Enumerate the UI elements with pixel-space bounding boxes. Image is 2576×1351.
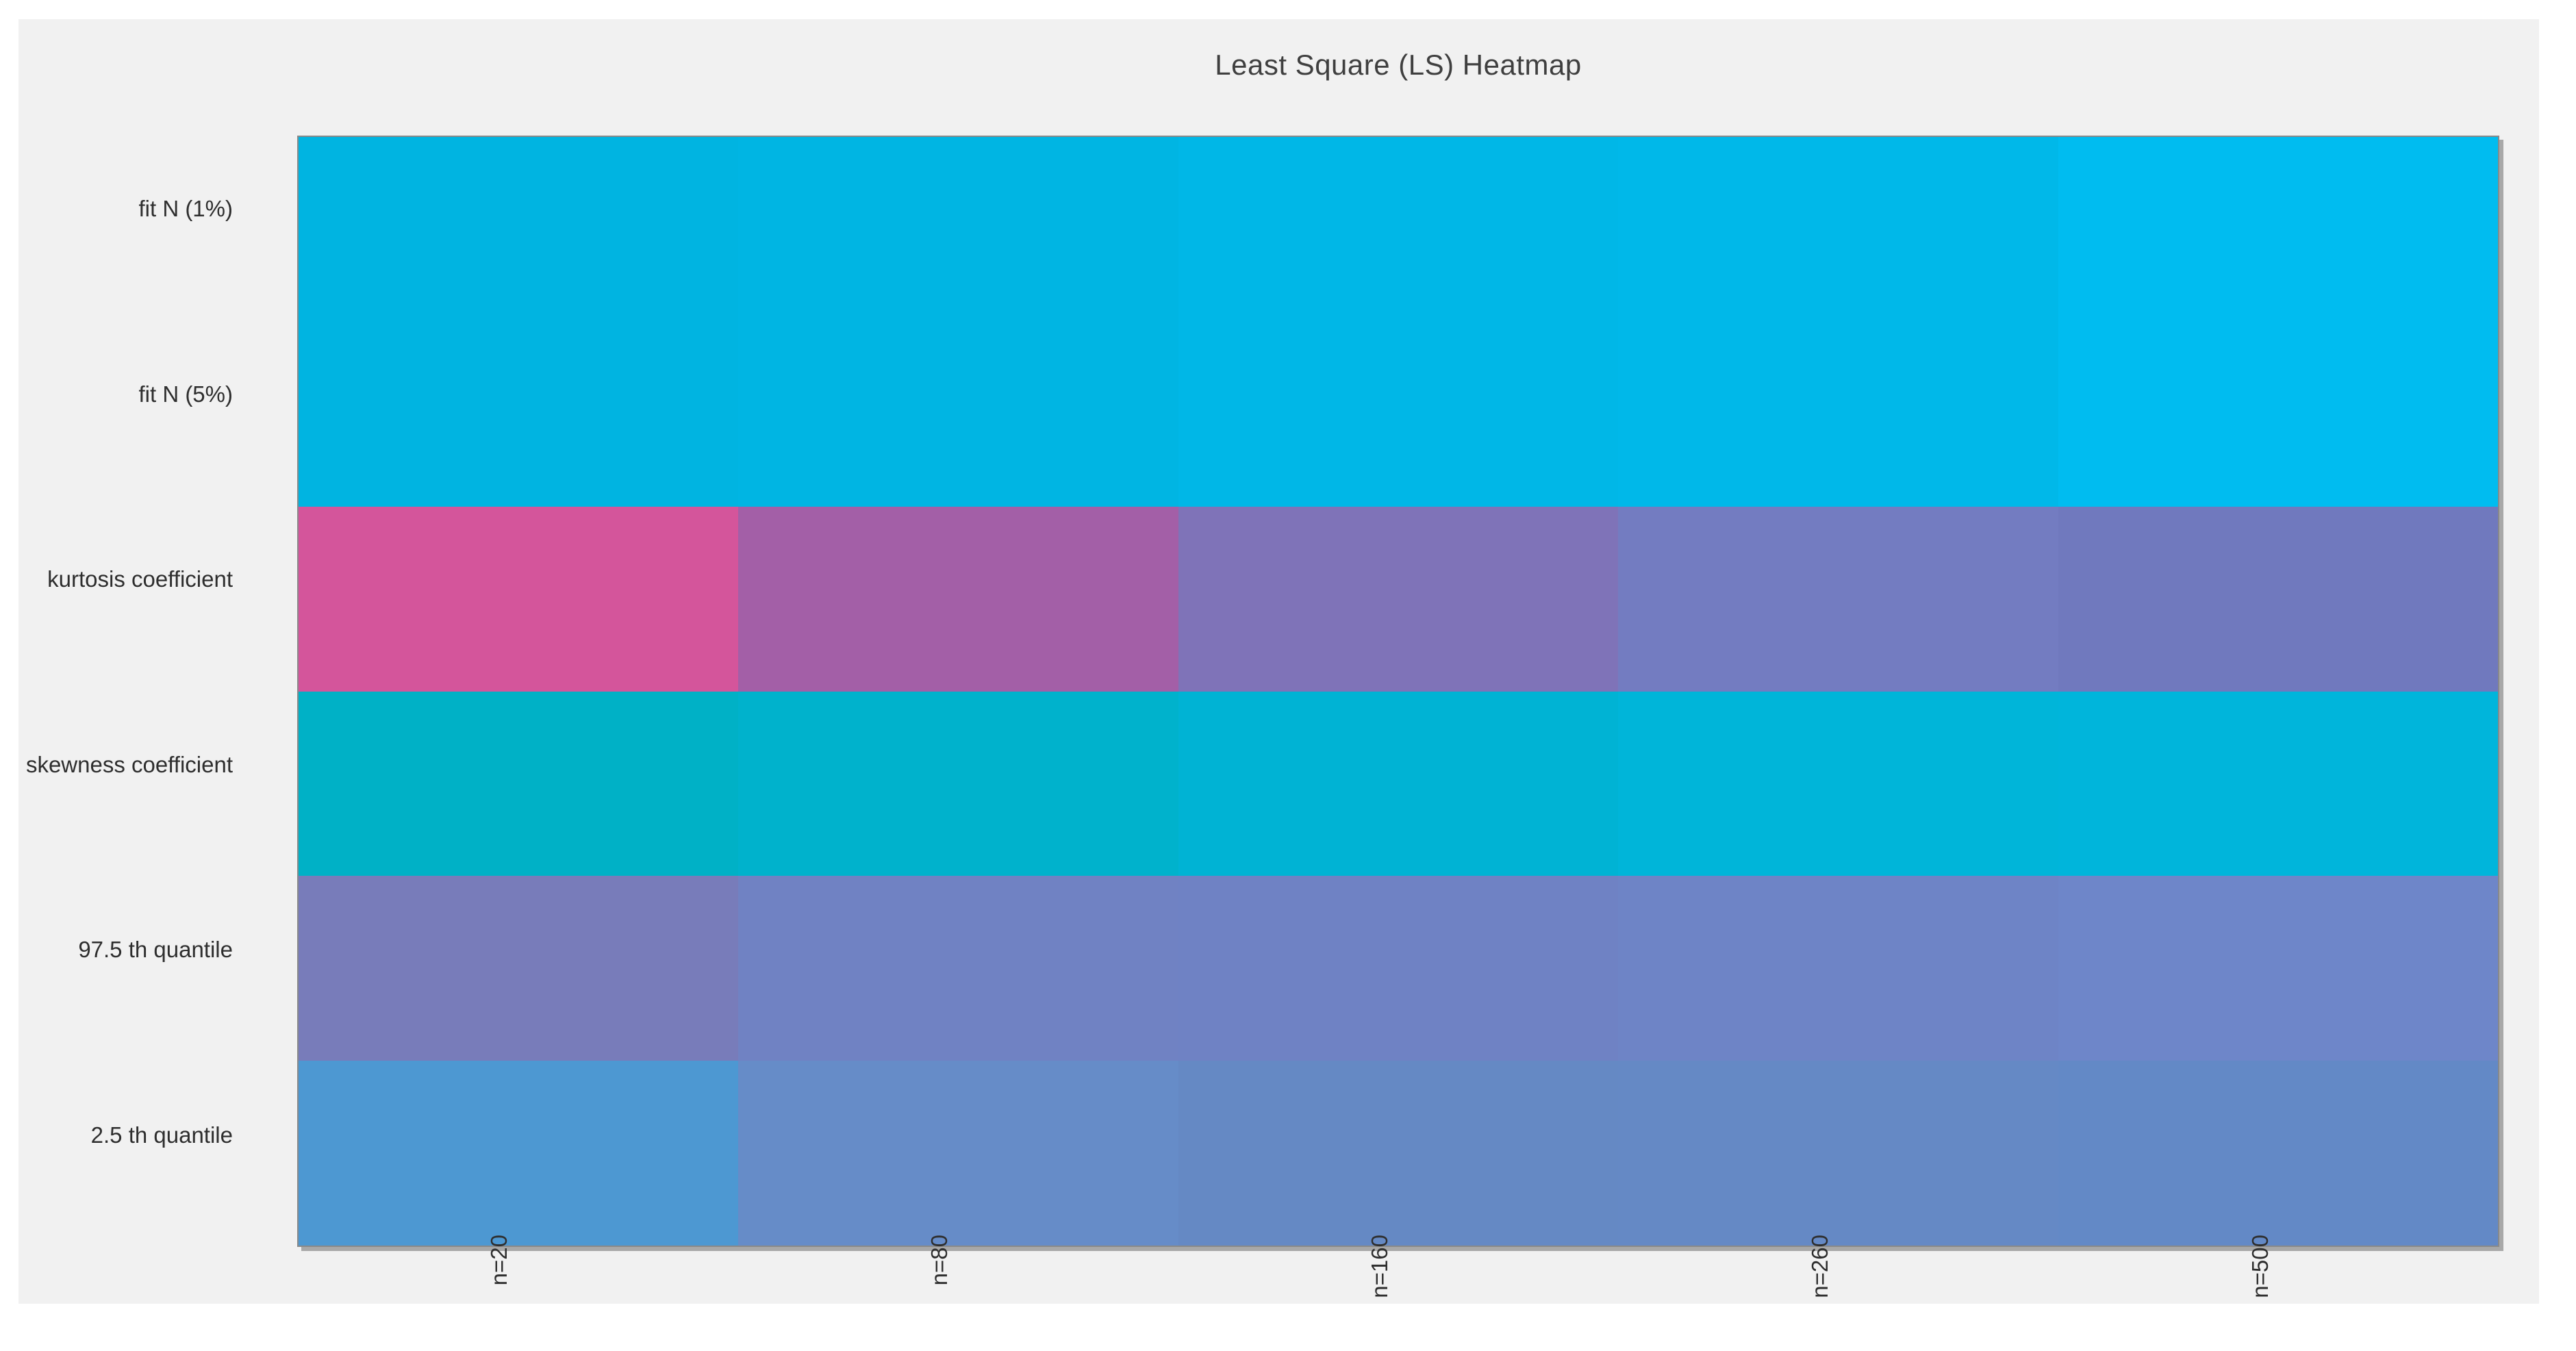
heatmap-cell-r3c2 bbox=[1178, 691, 1619, 876]
y-tick-label-1: fit N (5%) bbox=[138, 381, 233, 407]
heatmap-cell-r4c0 bbox=[299, 876, 739, 1061]
y-tick-label-5: 2.5 th quantile bbox=[90, 1122, 233, 1148]
heatmap-plot-area bbox=[297, 136, 2499, 1247]
heatmap-cell-r5c4 bbox=[2058, 1061, 2498, 1246]
heatmap-cell-r0c1 bbox=[738, 137, 1178, 322]
x-tick-label-text-1: n=80 bbox=[926, 1235, 952, 1286]
heatmap-cell-r4c4 bbox=[2058, 876, 2498, 1061]
heatmap-cell-r2c0 bbox=[299, 506, 739, 692]
x-tick-label-1: n=80 bbox=[885, 1235, 994, 1351]
heatmap-cell-r5c0 bbox=[299, 1061, 739, 1246]
heatmap-cell-r5c1 bbox=[738, 1061, 1178, 1246]
heatmap-cell-r4c3 bbox=[1618, 876, 2058, 1061]
x-tick-label-2: n=160 bbox=[1325, 1235, 1435, 1351]
heatmap-cell-r4c2 bbox=[1178, 876, 1619, 1061]
x-tick-label-3: n=260 bbox=[1765, 1235, 1875, 1351]
heatmap-cell-r1c2 bbox=[1178, 321, 1619, 507]
chart-title: Least Square (LS) Heatmap bbox=[1215, 49, 1582, 81]
heatmap-cell-r1c0 bbox=[299, 321, 739, 507]
heatmap-cell-r1c1 bbox=[738, 321, 1178, 507]
heatmap-cell-r2c4 bbox=[2058, 506, 2498, 692]
heatmap-cell-r0c0 bbox=[299, 137, 739, 322]
heatmap-cell-r3c3 bbox=[1618, 691, 2058, 876]
heatmap-cell-r2c1 bbox=[738, 506, 1178, 692]
figure-panel: Least Square (LS) Heatmap fit N (1%) fit … bbox=[18, 19, 2539, 1304]
heatmap-cell-r0c3 bbox=[1618, 137, 2058, 322]
heatmap-cell-r2c3 bbox=[1618, 506, 2058, 692]
y-tick-label-2: kurtosis coefficient bbox=[47, 566, 233, 592]
heatmap-cell-r3c4 bbox=[2058, 691, 2498, 876]
heatmap-cell-r3c1 bbox=[738, 691, 1178, 876]
heatmap-cell-r0c4 bbox=[2058, 137, 2498, 322]
x-tick-label-text-2: n=160 bbox=[1367, 1235, 1392, 1298]
x-tick-label-text-4: n=500 bbox=[2247, 1235, 2273, 1298]
heatmap-cell-r3c0 bbox=[299, 691, 739, 876]
y-tick-label-4: 97.5 th quantile bbox=[78, 937, 233, 963]
x-tick-label-4: n=500 bbox=[2206, 1235, 2315, 1351]
heatmap-cell-r2c2 bbox=[1178, 506, 1619, 692]
heatmap-cell-r1c4 bbox=[2058, 321, 2498, 507]
heatmap-cell-r5c3 bbox=[1618, 1061, 2058, 1246]
heatmap-cell-r4c1 bbox=[738, 876, 1178, 1061]
x-tick-label-text-3: n=260 bbox=[1807, 1235, 1833, 1298]
y-tick-label-3: skewness coefficient bbox=[25, 751, 233, 777]
x-tick-label-text-0: n=20 bbox=[485, 1235, 512, 1286]
heatmap-cell-r5c2 bbox=[1178, 1061, 1619, 1246]
y-tick-label-0: fit N (1%) bbox=[138, 196, 233, 222]
x-tick-label-0: n=20 bbox=[444, 1235, 554, 1351]
heatmap-cell-r0c2 bbox=[1178, 137, 1619, 322]
heatmap-cell-r1c3 bbox=[1618, 321, 2058, 507]
